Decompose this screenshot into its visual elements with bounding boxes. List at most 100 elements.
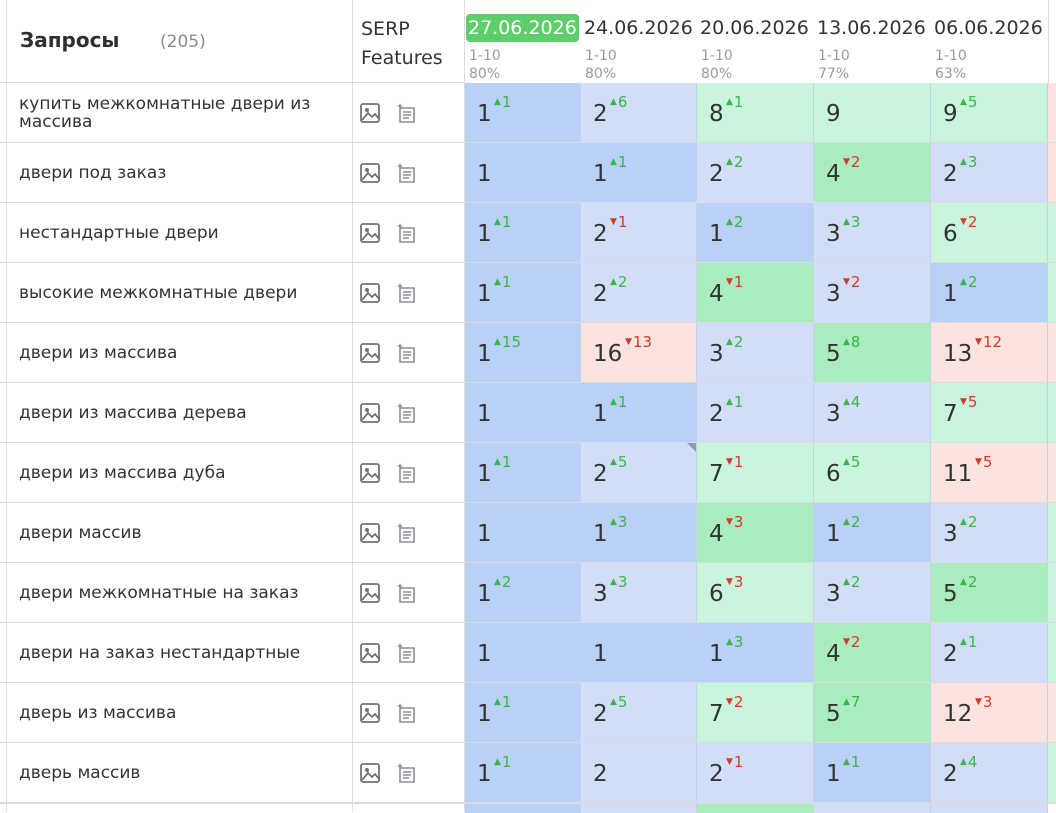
position-cell[interactable]: 3 ▲3 [581,563,697,622]
position-cell[interactable]: 6 ▼3 [697,563,814,622]
position-cell[interactable]: 2 ▲2 [697,143,814,202]
featured-snippet-icon[interactable] [395,522,417,544]
featured-snippet-icon[interactable] [395,162,417,184]
position-cell[interactable]: 4 ▼2 [814,143,931,202]
table-row[interactable]: двери под заказ 1 1 ▲1 2 ▲2 4 ▼2 2 ▲3 [0,143,1056,203]
position-cell[interactable]: 1 ▲2 [465,563,581,622]
keyword-cell[interactable]: нестандартные двери [19,203,339,262]
keyword-cell[interactable]: дверь из массива [19,683,339,742]
position-cell[interactable]: 3 ▼2 [814,263,931,322]
position-cell[interactable]: 3 ▲2 [931,503,1048,562]
position-cell[interactable]: 1 [465,503,581,562]
position-cell[interactable]: 2 ▲6 [581,83,697,142]
keyword-cell[interactable]: высокие межкомнатные двери [19,263,339,322]
position-cell[interactable]: 4 ▼1 [697,263,814,322]
table-row[interactable]: двери из массива дуба 1 ▲1 2 ▲5 7 ▼1 6 ▲5 11 ▼5 [0,443,1056,503]
position-cell[interactable]: 1 [465,623,581,682]
position-cell[interactable]: 1 [465,143,581,202]
position-cell[interactable]: 2 ▲2 [581,263,697,322]
image-icon[interactable] [359,282,381,304]
keyword-cell[interactable]: двери из массива дерева [19,383,339,442]
position-cell[interactable]: 1 ▲1 [465,203,581,262]
featured-snippet-icon[interactable] [395,702,417,724]
table-row[interactable]: двери из массива 1 ▲15 16 ▼13 3 ▲2 5 ▲8 13 ▼12 [0,323,1056,383]
position-cell[interactable]: 3 ▲2 [814,563,931,622]
image-icon[interactable] [359,762,381,784]
position-cell[interactable]: 1 ▲2 [814,503,931,562]
position-cell[interactable]: 6 ▲5 [814,443,931,502]
keyword-cell[interactable]: двери из массива [19,323,339,382]
position-cell[interactable]: 1 ▲2 [697,203,814,262]
position-cell[interactable]: 2 ▲3 [931,143,1048,202]
image-icon[interactable] [359,162,381,184]
position-cell[interactable]: 1 ▲1 [465,443,581,502]
featured-snippet-icon[interactable] [395,402,417,424]
position-cell[interactable]: 7 ▼1 [697,443,814,502]
position-cell[interactable]: 1 ▲1 [581,143,697,202]
image-icon[interactable] [359,402,381,424]
position-cell[interactable]: 2 ▼1 [697,743,814,802]
position-cell[interactable]: 6 ▼2 [931,203,1048,262]
position-cell[interactable]: 7 ▼2 [697,683,814,742]
position-cell[interactable]: 2 [581,743,697,802]
image-icon[interactable] [359,342,381,364]
position-cell[interactable]: 1 ▲1 [465,83,581,142]
keyword-cell[interactable]: двери массив [19,503,339,562]
position-cell[interactable]: 2 ▲4 [931,743,1048,802]
position-cell[interactable]: 1 ▲2 [931,263,1048,322]
position-cell[interactable]: 1 ▲3 [697,623,814,682]
table-row[interactable]: двери межкомнатные на заказ 1 ▲2 3 ▲3 6 ▼3 3 ▲2 5… [0,563,1056,623]
queries-header[interactable]: Запросы (205) [0,0,352,83]
table-row[interactable]: двери массив 1 1 ▲3 4 ▼3 1 ▲2 3 ▲2 [0,503,1056,563]
position-cell[interactable]: 2 ▲5 [581,683,697,742]
position-cell[interactable]: 3 ▲3 [814,203,931,262]
image-icon[interactable] [359,222,381,244]
position-cell[interactable]: 4 ▼2 [814,623,931,682]
date-column-header[interactable]: 24.06.2026 [584,17,693,39]
date-column-header[interactable]: 20.06.2026 [700,17,809,39]
table-row[interactable]: дверь массив 1 ▲1 2 2 ▼1 1 ▲1 2 ▲4 [0,743,1056,803]
image-icon[interactable] [359,462,381,484]
position-cell[interactable]: 1 ▲1 [581,383,697,442]
featured-snippet-icon[interactable] [395,762,417,784]
position-cell[interactable]: 1 ▲15 [465,323,581,382]
featured-snippet-icon[interactable] [395,342,417,364]
keyword-cell[interactable]: двери под заказ [19,143,339,202]
position-cell[interactable]: 4 ▼3 [697,503,814,562]
table-row[interactable]: двери на заказ нестандартные 1 1 1 ▲3 4 ▼2 2 ▲1 [0,623,1056,683]
position-cell[interactable]: 3 ▲4 [814,383,931,442]
position-cell[interactable]: 16 ▼13 [581,323,697,382]
image-icon[interactable] [359,702,381,724]
position-cell[interactable]: 7 ▼5 [931,383,1048,442]
position-cell[interactable]: 1 ▲3 [581,503,697,562]
position-cell[interactable]: 8 ▲1 [697,83,814,142]
featured-snippet-icon[interactable] [395,582,417,604]
date-column-header[interactable]: 27.06.2026 [466,14,579,42]
position-cell[interactable]: 2 ▲1 [697,383,814,442]
date-column-header[interactable]: 13.06.2026 [817,17,926,39]
position-cell[interactable]: 5 ▲8 [814,323,931,382]
position-cell[interactable]: 1 [581,623,697,682]
image-icon[interactable] [359,522,381,544]
position-cell[interactable]: 1 [465,383,581,442]
table-row[interactable]: двери из массива дерева 1 1 ▲1 2 ▲1 3 ▲4 7 ▼5 [0,383,1056,443]
position-cell[interactable]: 12 ▼3 [931,683,1048,742]
date-column-header[interactable]: 06.06.2026 [934,17,1043,39]
featured-snippet-icon[interactable] [395,222,417,244]
position-cell[interactable]: 9 [814,83,931,142]
keyword-cell[interactable]: дверь массив [19,743,339,802]
keyword-cell[interactable]: двери на заказ нестандартные [19,623,339,682]
position-cell[interactable]: 2 ▲1 [931,623,1048,682]
position-cell[interactable]: 11 ▼5 [931,443,1048,502]
position-cell[interactable]: 1 ▲1 [465,263,581,322]
position-cell[interactable]: 1 ▲1 [814,743,931,802]
keyword-cell[interactable]: двери межкомнатные на заказ [19,563,339,622]
position-cell[interactable]: 5 ▲2 [931,563,1048,622]
image-icon[interactable] [359,102,381,124]
position-cell[interactable]: 9 ▲5 [931,83,1048,142]
position-cell[interactable]: 13 ▼12 [931,323,1048,382]
keyword-cell[interactable]: купить межкомнатные двери из массива [19,83,339,142]
featured-snippet-icon[interactable] [395,102,417,124]
position-cell[interactable]: 5 ▲7 [814,683,931,742]
featured-snippet-icon[interactable] [395,462,417,484]
